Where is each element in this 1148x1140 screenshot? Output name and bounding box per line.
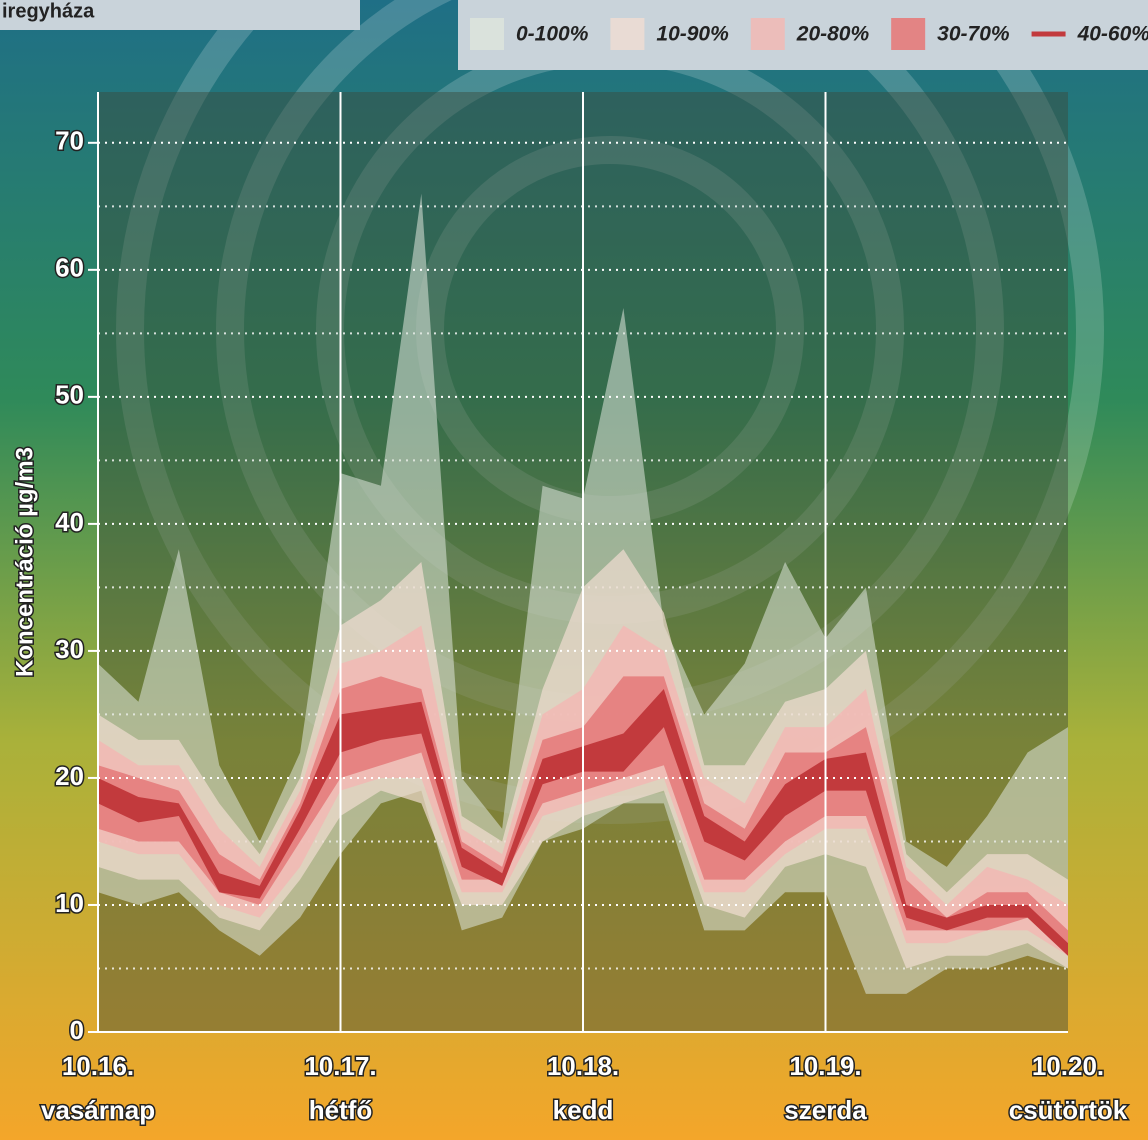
x-tick-sublabel: vasárnap [41, 1095, 155, 1125]
legend-label: 0-100% [516, 23, 589, 46]
x-tick-sublabel: hétfő [309, 1095, 373, 1125]
chart-title: iregyháza [2, 0, 95, 22]
title-box [0, 0, 360, 30]
legend-label: 40-60% [1077, 23, 1148, 46]
y-tick-label: 40 [55, 507, 84, 537]
x-tick-label: 10.18. [547, 1051, 619, 1081]
y-axis-title: Koncentráció µg/m3 [11, 447, 38, 677]
x-tick-sublabel: szerda [784, 1095, 867, 1125]
y-tick-label: 30 [55, 634, 84, 664]
y-tick-label: 60 [55, 253, 84, 283]
x-tick-label: 10.17. [304, 1051, 376, 1081]
legend-label: 10-90% [656, 23, 729, 46]
x-tick-label: 10.19. [789, 1051, 861, 1081]
legend-marker [891, 18, 926, 50]
legend-marker [610, 18, 645, 50]
legend-marker [470, 18, 504, 50]
y-tick-label: 0 [70, 1015, 84, 1045]
legend-label: 20-80% [796, 23, 870, 46]
x-tick-label: 10.20. [1032, 1051, 1104, 1081]
y-tick-label: 50 [55, 380, 84, 410]
legend-marker [750, 18, 785, 50]
x-tick-label: 10.16. [62, 1051, 134, 1081]
legend-label: 30-70% [937, 23, 1010, 46]
y-tick-label: 10 [55, 888, 84, 918]
y-tick-label: 20 [55, 761, 84, 791]
y-tick-label: 70 [55, 126, 84, 156]
x-tick-sublabel: kedd [553, 1095, 614, 1125]
x-tick-sublabel: csütörtök [1009, 1095, 1128, 1125]
